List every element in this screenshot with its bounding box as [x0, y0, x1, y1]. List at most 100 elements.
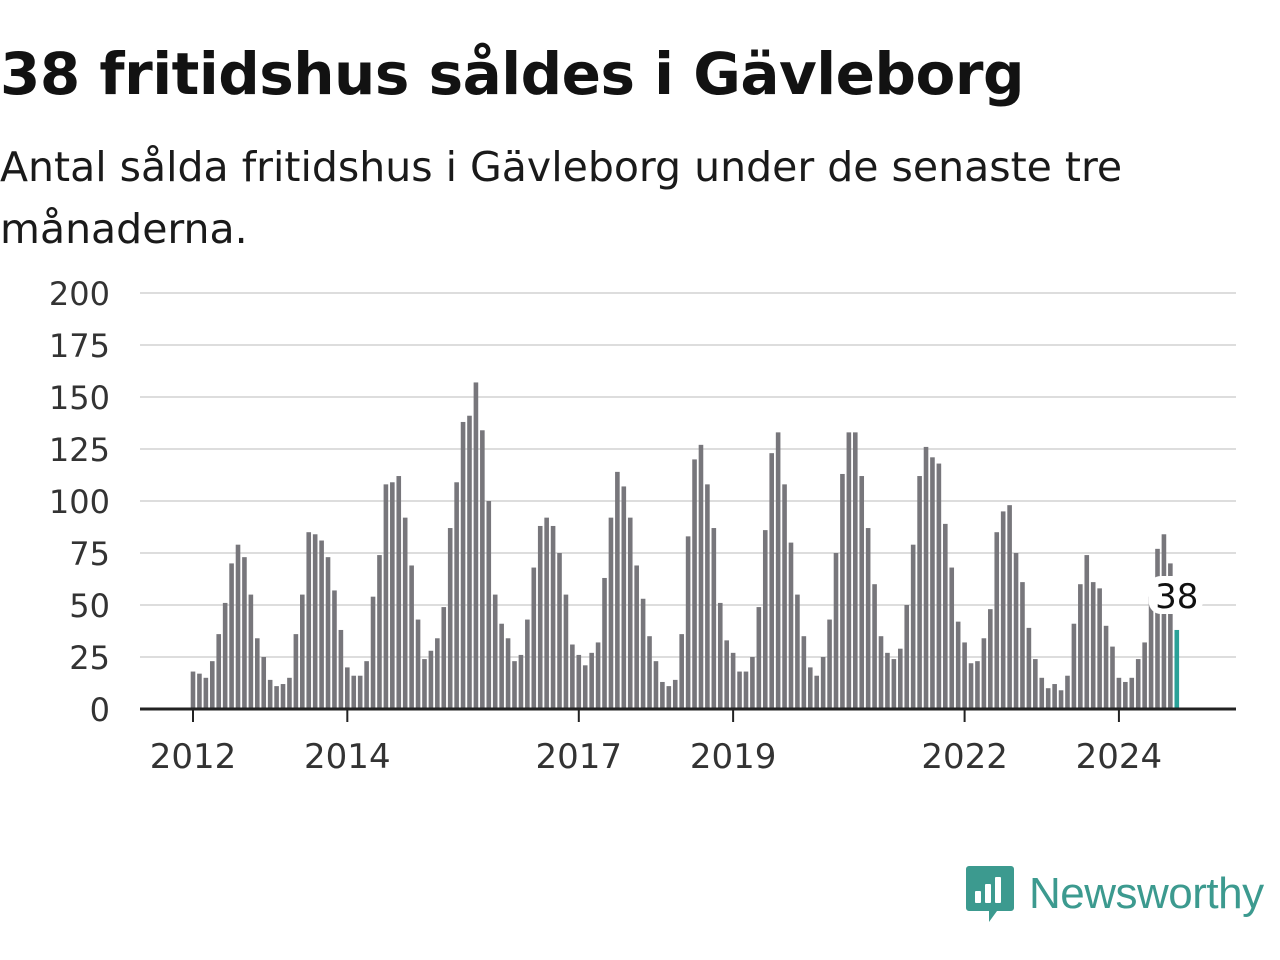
value-label-background: [1148, 576, 1203, 614]
bar: [197, 673, 202, 709]
x-tick-label: 2014: [304, 737, 391, 777]
bar: [544, 517, 549, 709]
bar: [325, 557, 331, 709]
bar: [1129, 677, 1135, 709]
bar: [698, 444, 704, 709]
bar: [345, 667, 350, 709]
bar: [602, 577, 607, 709]
bar: [261, 657, 267, 709]
bar: [743, 671, 749, 709]
bar: [679, 634, 684, 709]
bar: [557, 553, 562, 709]
bar: [332, 590, 337, 709]
bar: [975, 661, 980, 709]
bar: [1052, 684, 1057, 709]
bar: [280, 684, 286, 709]
bar: [634, 565, 639, 709]
bar: [537, 525, 543, 709]
bar: [750, 657, 755, 709]
y-tick-label: 100: [49, 483, 110, 521]
y-tick-label: 25: [69, 639, 110, 677]
bar: [441, 607, 447, 709]
bar: [255, 638, 260, 709]
bar: [209, 661, 215, 709]
x-tick-label: 2012: [150, 737, 237, 777]
bar: [994, 532, 1000, 709]
bar: [820, 657, 826, 709]
bar: [454, 482, 459, 709]
bar: [518, 654, 524, 709]
bar: [756, 607, 762, 709]
bar: [396, 476, 402, 709]
bar: [936, 463, 942, 709]
x-tick-label: 2022: [921, 737, 1008, 777]
bar: [357, 675, 363, 709]
bar: [608, 517, 614, 709]
bar: [949, 567, 955, 709]
bar: [582, 665, 588, 709]
bar-chart-speech-icon: [966, 866, 1014, 922]
chart-subtitle: Antal sålda fritidshus i Gävleborg under…: [0, 143, 1123, 253]
bar: [1000, 511, 1006, 709]
bar: [1039, 677, 1045, 709]
bar: [962, 642, 967, 709]
bar: [229, 563, 234, 709]
bar: [383, 484, 389, 709]
x-tick-label: 2024: [1076, 737, 1163, 777]
bar: [428, 650, 434, 709]
bar: [190, 671, 196, 709]
bar: [1026, 627, 1032, 709]
bar: [795, 594, 800, 709]
bar: [885, 652, 890, 709]
bar: [1078, 584, 1083, 709]
bar: [377, 555, 382, 709]
bar: [968, 663, 974, 709]
bar: [1123, 681, 1128, 709]
bar: [730, 652, 736, 709]
bar: [692, 459, 697, 709]
bar: [840, 473, 845, 709]
bar: [827, 619, 832, 709]
bar: [1033, 659, 1038, 709]
bar: [422, 659, 427, 709]
bar: [473, 382, 479, 709]
bar: [775, 432, 781, 709]
bar: [943, 523, 948, 709]
bar: [1142, 642, 1147, 709]
bar: [846, 432, 852, 709]
bar: [390, 482, 395, 709]
latest-value-label: 38: [1155, 577, 1198, 617]
bar: [788, 542, 794, 709]
bar: [762, 530, 768, 709]
bar: [859, 476, 865, 709]
chart-title: 38 fritidshus såldes i Gävleborg: [0, 40, 1025, 108]
bar: [717, 602, 723, 709]
bar: [435, 638, 440, 709]
bar: [242, 557, 247, 709]
bar: [364, 661, 369, 709]
bar: [351, 675, 357, 709]
bar: [672, 679, 678, 709]
bar: [1007, 505, 1012, 709]
bar: [447, 528, 453, 709]
bar: [640, 598, 646, 709]
bar: [338, 629, 344, 709]
bar: [988, 609, 993, 709]
bar: [621, 486, 627, 709]
bar: [814, 675, 820, 709]
bar: [222, 602, 228, 709]
bar: [287, 677, 292, 709]
bar: [737, 671, 742, 709]
y-axis-ticks: 0 25 50 75 100 125 150 175 200: [49, 275, 110, 729]
bar: [525, 619, 530, 709]
bar: [872, 584, 877, 709]
bar: [415, 619, 421, 709]
bar: [807, 667, 813, 709]
bar: [898, 648, 903, 709]
y-tick-label: 50: [69, 587, 110, 625]
bar: [865, 528, 871, 709]
bar: [1013, 553, 1019, 709]
bar: [685, 536, 691, 709]
bar: [660, 681, 665, 709]
x-axis-ticks: 2012 2014 2017 2019 2022 2024: [150, 709, 1162, 777]
